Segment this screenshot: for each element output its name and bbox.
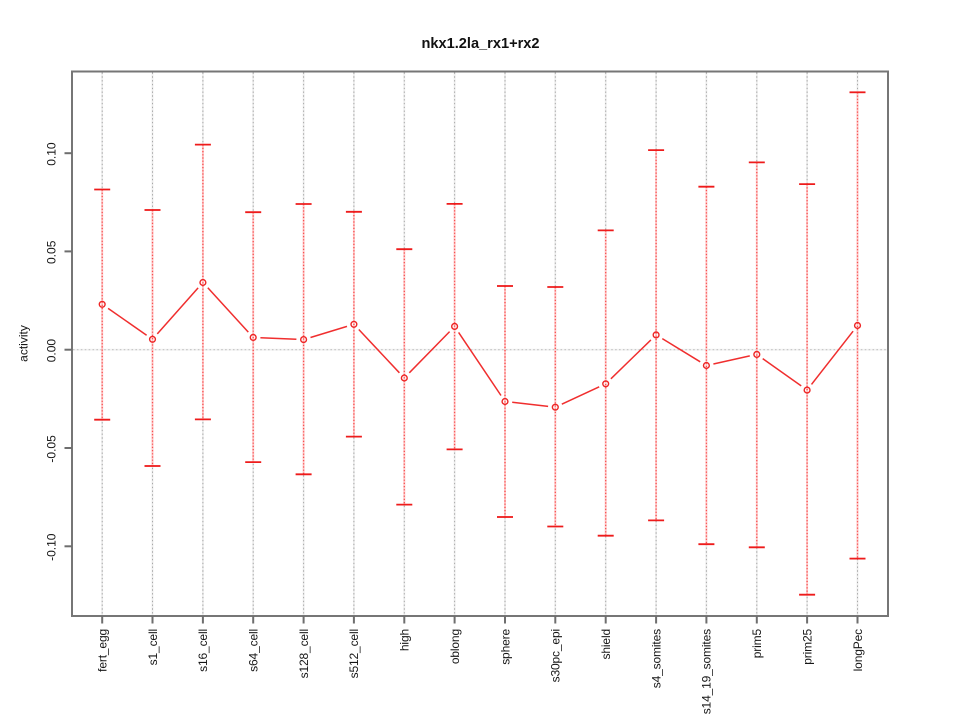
svg-text:prim25: prim25 <box>800 629 814 665</box>
svg-text:nkx1.2la_rx1+rx2: nkx1.2la_rx1+rx2 <box>421 36 539 52</box>
svg-text:s128_cell: s128_cell <box>297 629 311 678</box>
svg-text:s512_cell: s512_cell <box>347 629 361 678</box>
svg-text:oblong: oblong <box>448 629 462 664</box>
svg-text:s4_somites: s4_somites <box>649 629 663 688</box>
svg-text:s16_cell: s16_cell <box>196 629 210 672</box>
svg-text:0.00: 0.00 <box>45 339 59 363</box>
svg-text:s64_cell: s64_cell <box>247 629 261 672</box>
svg-text:activity: activity <box>17 325 31 362</box>
svg-text:fert_egg: fert_egg <box>96 629 110 672</box>
svg-text:s1_cell: s1_cell <box>146 629 160 665</box>
svg-text:0.10: 0.10 <box>45 142 59 166</box>
svg-text:-0.10: -0.10 <box>45 533 59 561</box>
svg-text:longPec: longPec <box>851 629 865 671</box>
svg-text:s14_19_somites: s14_19_somites <box>700 629 714 714</box>
svg-text:shield: shield <box>599 629 613 659</box>
svg-text:prim5: prim5 <box>750 629 764 659</box>
svg-text:high: high <box>398 629 412 651</box>
svg-text:s30pc_epi: s30pc_epi <box>549 629 563 682</box>
svg-text:sphere: sphere <box>498 629 512 665</box>
svg-text:0.05: 0.05 <box>45 240 59 264</box>
svg-text:-0.05: -0.05 <box>45 435 59 463</box>
